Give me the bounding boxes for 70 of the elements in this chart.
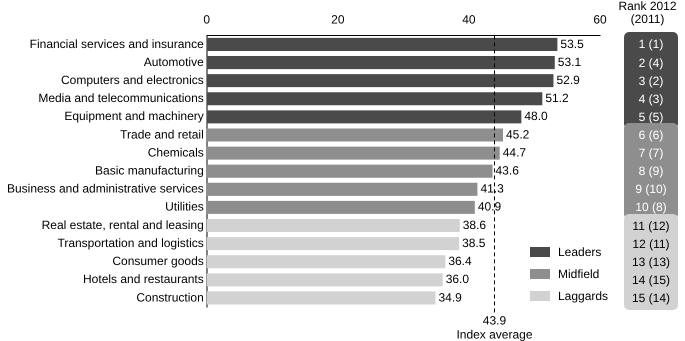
- text: 15 (14): [630, 290, 672, 305]
- text: 8 (9): [638, 164, 664, 178]
- data-label: 40.9: [478, 200, 502, 214]
- text: 1 (1): [638, 37, 664, 52]
- x-tick-label: 0: [203, 12, 210, 27]
- text: 12 (11): [631, 236, 671, 251]
- text: 2 (4): [638, 56, 664, 70]
- text: 43.9: [482, 313, 506, 328]
- y-tick-label: Computers and electronics: [61, 72, 204, 87]
- y-tick-label: Equipment and machinery: [64, 109, 204, 124]
- bar: [206, 92, 542, 106]
- y-tick-label: Real estate, rental and leasing: [42, 218, 204, 232]
- legend-label: Leaders: [558, 245, 602, 259]
- text: 13 (13): [630, 254, 672, 269]
- data-label: 44.7: [502, 145, 526, 160]
- bar: [206, 38, 558, 51]
- legend-label: Laggards: [558, 289, 608, 303]
- text: 4 (3): [638, 92, 664, 106]
- bar: [206, 237, 460, 250]
- x-tick-label: 40: [462, 12, 476, 27]
- bar: [206, 200, 475, 214]
- bar: [206, 146, 500, 160]
- data-label: 36.0: [446, 272, 470, 286]
- text: 7 (7): [638, 146, 664, 160]
- text: 9 (10): [634, 182, 668, 196]
- data-label: 48.0: [524, 109, 548, 124]
- legend-label: Midfield: [558, 267, 600, 281]
- data-label: 38.5: [462, 236, 486, 250]
- bar: [206, 164, 493, 178]
- bar: [206, 110, 522, 124]
- y-tick-label: Automotive: [144, 54, 204, 69]
- data-label: 53.1: [558, 54, 582, 69]
- y-tick-label: Media and telecommunications: [38, 91, 204, 106]
- text: 14 (15): [630, 272, 672, 287]
- bar: [206, 219, 460, 232]
- text: 5 (5): [638, 110, 664, 124]
- x-tick-label: 60: [593, 12, 607, 27]
- y-tick-label: Construction: [136, 290, 204, 304]
- bar: [206, 273, 443, 286]
- bar: [206, 128, 503, 142]
- text: 11 (12): [631, 218, 671, 233]
- bar: [206, 74, 554, 88]
- text: 10 (8): [634, 200, 668, 214]
- y-tick-label: Business and administrative services: [6, 182, 204, 196]
- y-tick-label: Hotels and restaurants: [83, 272, 204, 286]
- text: Rank 2012 (2011): [617, 0, 678, 26]
- bar: [206, 56, 555, 70]
- y-tick-label: Financial services and insurance: [30, 36, 204, 51]
- data-label: 52.9: [556, 72, 580, 87]
- y-tick-label: Utilities: [165, 200, 204, 214]
- y-tick-label: Consumer goods: [112, 254, 204, 268]
- data-label: 34.9: [438, 290, 462, 304]
- y-tick-label: Basic manufacturing: [95, 164, 204, 178]
- data-label: 43.6: [496, 164, 520, 178]
- bar: [206, 291, 436, 304]
- bar: [206, 182, 478, 196]
- text: 6 (6): [638, 128, 664, 142]
- bar: [206, 255, 446, 268]
- data-label: 45.2: [506, 127, 530, 142]
- x-tick-label: 20: [331, 12, 345, 27]
- data-label: 41.3: [480, 182, 504, 196]
- data-label: 53.5: [560, 36, 584, 51]
- data-label: 38.6: [462, 218, 486, 232]
- y-tick-label: Trade and retail: [120, 127, 204, 142]
- data-label: 36.4: [448, 254, 472, 268]
- ref-line-label: Index average: [456, 327, 533, 341]
- y-tick-label: Chemicals: [148, 145, 204, 160]
- data-label: 51.2: [545, 91, 570, 106]
- y-tick-label: Transportation and logistics: [57, 236, 204, 250]
- text: 3 (2): [638, 74, 664, 88]
